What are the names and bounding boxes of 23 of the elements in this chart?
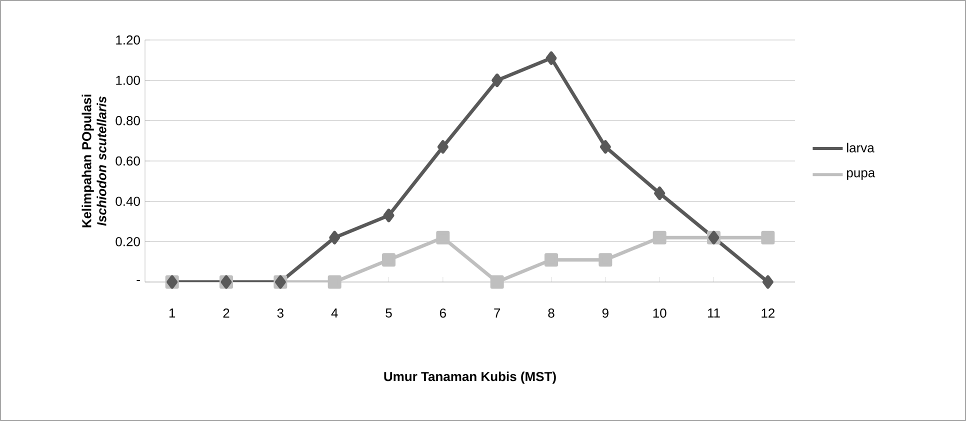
y-tick-label: 1.00 xyxy=(116,76,140,85)
x-tick-label: 10 xyxy=(653,308,666,318)
x-tick-label: 11 xyxy=(708,308,720,318)
x-axis-title: Umur Tanaman Kubis (MST) xyxy=(384,372,556,384)
y-tick-label: 0.20 xyxy=(116,237,140,246)
x-tick-label: 2 xyxy=(223,308,230,318)
x-tick-label: 3 xyxy=(277,308,284,318)
y-axis-title: Kelimpahan POpulasi Ischiodon scutellaris xyxy=(82,94,106,228)
x-tick-label: 7 xyxy=(494,308,500,318)
x-tick-label: 5 xyxy=(386,308,392,318)
legend-label: larva xyxy=(847,142,874,152)
x-tick-label: 1 xyxy=(169,308,176,318)
legend-label: pupa xyxy=(847,170,876,180)
x-tick-label: 6 xyxy=(440,308,446,318)
y-tick-label: 0.80 xyxy=(116,116,140,126)
x-tick-label: 12 xyxy=(762,308,775,318)
x-tick-label: 9 xyxy=(602,308,608,318)
x-tick-label: 4 xyxy=(331,308,338,318)
y-tick-label: 0.60 xyxy=(116,156,140,166)
x-tick-label: 8 xyxy=(548,308,554,318)
y-tick-label: - xyxy=(136,280,140,282)
y-tick-label: 0.40 xyxy=(116,196,140,206)
y-tick-label: 1.20 xyxy=(116,35,140,45)
